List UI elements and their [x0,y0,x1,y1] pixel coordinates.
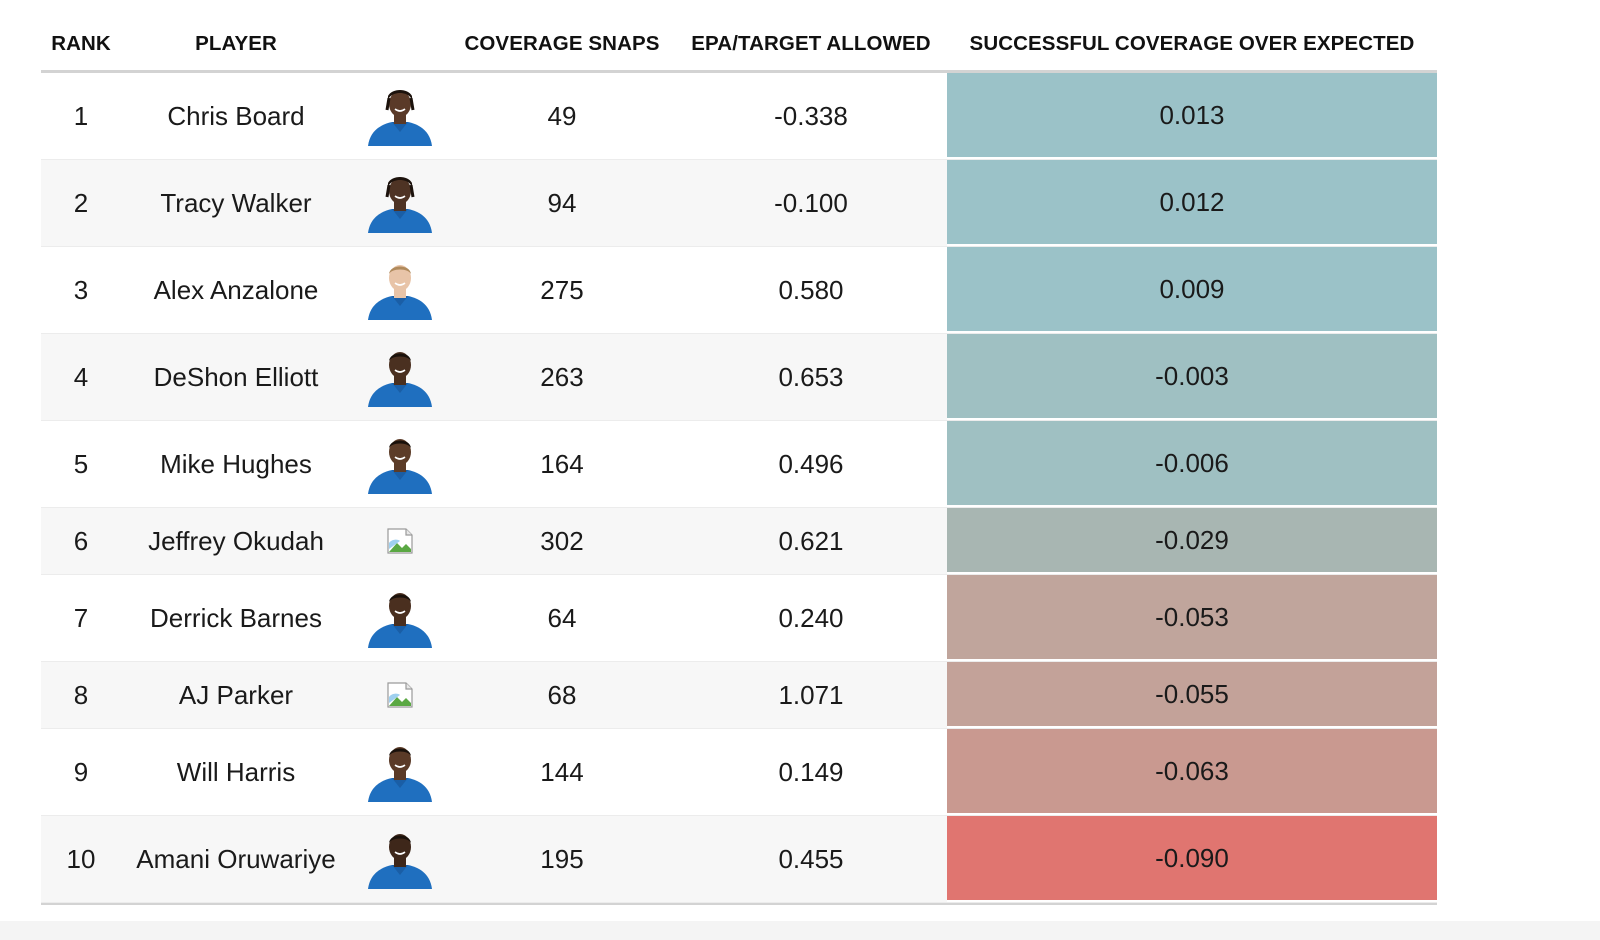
successful-coverage-over-expected-cell: 0.012 [947,160,1437,246]
successful-coverage-over-expected-cell: -0.003 [947,334,1437,420]
player-name-cell: Jeffrey Okudah [148,525,324,556]
player-headshot [353,421,447,507]
epa-target-allowed-cell: 0.240 [778,602,844,633]
coverage-snaps-cell: 49 [547,100,577,131]
successful-coverage-over-expected-cell: -0.029 [947,508,1437,574]
coverage-snaps-cell: 144 [540,756,584,787]
epa-target-allowed-cell: 0.455 [778,843,844,874]
successful-coverage-over-expected-cell: -0.053 [947,575,1437,661]
coverage-snaps-cell: 164 [540,448,584,479]
rank-cell: 10 [66,843,96,874]
player-headshot [353,73,447,159]
rank-cell: 6 [73,525,89,556]
player-name-cell: Mike Hughes [160,448,312,479]
epa-target-allowed-cell: 0.496 [778,448,844,479]
rank-cell: 8 [73,679,89,710]
broken-image-icon [353,662,447,728]
rank-cell: 7 [73,602,89,633]
player-name-cell: Tracy Walker [160,187,312,218]
player-name-cell: Amani Oruwariye [136,843,336,874]
rank-cell: 3 [73,274,89,305]
table-row: 10 Amani Oruwariye 195 0.455 -0.090 [41,816,1437,903]
coverage-snaps-cell: 263 [540,361,584,392]
coverage-snaps-cell: 94 [547,187,577,218]
successful-coverage-over-expected-cell: -0.063 [947,729,1437,815]
successful-coverage-over-expected-cell: -0.055 [947,662,1437,728]
table-row: 4 DeShon Elliott 263 0.653 -0.003 [41,334,1437,421]
player-name-cell: Will Harris [176,756,296,787]
epa-target-allowed-cell: 1.071 [778,679,844,710]
player-headshot [353,160,447,246]
table-body: 1 Chris Board 49 -0.338 0.013 2 Tracy Walker 94… [41,73,1437,903]
rank-cell: 1 [73,100,89,131]
table-footer-rule [41,902,1437,905]
table-row: 5 Mike Hughes 164 0.496 -0.006 [41,421,1437,508]
table-row: 3 Alex Anzalone 275 0.580 0.009 [41,247,1437,334]
successful-coverage-over-expected-cell: -0.006 [947,421,1437,507]
header-successful-coverage-over-expected[interactable]: SUCCESSFUL COVERAGE OVER EXPECTED [969,32,1415,55]
header-rank[interactable]: RANK [51,32,111,55]
coverage-snaps-cell: 195 [540,843,584,874]
epa-target-allowed-cell: 0.653 [778,361,844,392]
epa-target-allowed-cell: 0.580 [778,274,844,305]
table-header: RANK PLAYER COVERAGE SNAPS EPA/TARGET AL… [41,22,1437,73]
epa-target-allowed-cell: -0.100 [774,187,848,218]
coverage-snaps-cell: 68 [547,679,577,710]
player-name-cell: AJ Parker [178,679,294,710]
epa-target-allowed-cell: -0.338 [774,100,848,131]
table-row: 9 Will Harris 144 0.149 -0.063 [41,729,1437,816]
broken-image-icon [353,508,447,574]
table-row: 8 AJ Parker 68 1.071 -0.055 [41,662,1437,729]
player-name-cell: Chris Board [167,100,305,131]
header-epa-target-allowed[interactable]: EPA/TARGET ALLOWED [691,32,931,55]
rank-cell: 5 [73,448,89,479]
coverage-table: RANK PLAYER COVERAGE SNAPS EPA/TARGET AL… [41,22,1437,905]
successful-coverage-over-expected-cell: -0.090 [947,816,1437,902]
coverage-snaps-cell: 275 [540,274,584,305]
successful-coverage-over-expected-cell: 0.013 [947,73,1437,159]
header-coverage-snaps[interactable]: COVERAGE SNAPS [464,32,660,55]
player-name-cell: Derrick Barnes [150,602,322,633]
rank-cell: 2 [73,187,89,218]
table-row: 1 Chris Board 49 -0.338 0.013 [41,73,1437,160]
successful-coverage-over-expected-cell: 0.009 [947,247,1437,333]
player-headshot [353,575,447,661]
table-row: 2 Tracy Walker 94 -0.100 0.012 [41,160,1437,247]
player-headshot [353,729,447,815]
epa-target-allowed-cell: 0.149 [778,756,844,787]
player-headshot [353,247,447,333]
coverage-snaps-cell: 302 [540,525,584,556]
page-bottom-band [0,921,1600,940]
header-player[interactable]: PLAYER [195,32,277,55]
player-name-cell: DeShon Elliott [153,361,319,392]
table-row: 7 Derrick Barnes 64 0.240 -0.053 [41,575,1437,662]
epa-target-allowed-cell: 0.621 [778,525,844,556]
coverage-snaps-cell: 64 [547,602,577,633]
rank-cell: 9 [73,756,89,787]
table-row: 6 Jeffrey Okudah 302 0.621 -0.029 [41,508,1437,575]
player-name-cell: Alex Anzalone [153,274,319,305]
player-headshot [353,334,447,420]
rank-cell: 4 [73,361,89,392]
player-headshot [353,816,447,902]
